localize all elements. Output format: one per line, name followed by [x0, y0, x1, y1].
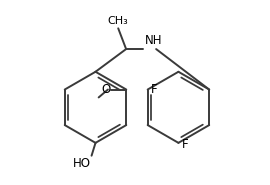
Text: F: F: [151, 83, 158, 96]
Text: HO: HO: [73, 157, 90, 170]
Text: NH: NH: [145, 34, 162, 48]
Text: F: F: [181, 138, 188, 151]
Text: O: O: [101, 83, 110, 96]
Text: CH₃: CH₃: [108, 16, 129, 26]
